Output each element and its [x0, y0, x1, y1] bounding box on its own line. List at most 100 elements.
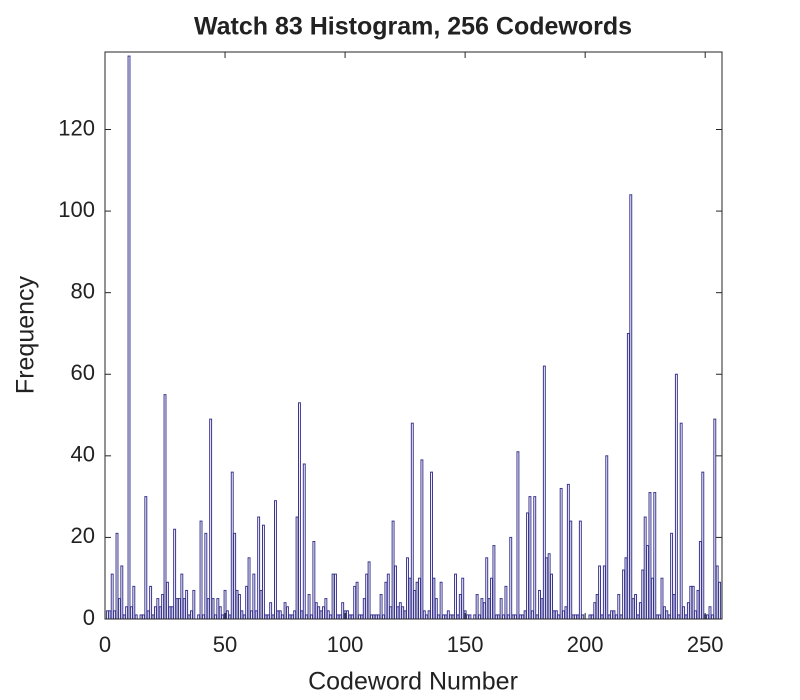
bar: [410, 422, 414, 620]
bar: [504, 585, 508, 620]
bar: [115, 532, 119, 620]
bar: [672, 594, 676, 620]
bar: [391, 520, 395, 620]
x-tick-label: 0: [99, 632, 111, 657]
x-tick-label: 100: [327, 632, 364, 657]
bar: [305, 614, 309, 620]
bar: [197, 614, 201, 620]
bar: [578, 520, 582, 620]
bar: [665, 610, 669, 620]
bar: [528, 496, 532, 620]
bar: [151, 614, 155, 620]
bar: [655, 614, 659, 620]
bar: [502, 614, 505, 620]
bar: [336, 614, 340, 620]
bar: [506, 614, 510, 620]
bar: [581, 614, 585, 620]
bar: [358, 614, 361, 620]
bar: [418, 577, 421, 620]
bar: [691, 585, 695, 620]
bar: [213, 614, 217, 620]
y-tick-label: 20: [71, 523, 95, 548]
bar: [643, 516, 647, 620]
bar: [312, 540, 316, 620]
bar: [134, 614, 138, 620]
bar: [245, 585, 249, 620]
bar: [576, 614, 580, 620]
bar: [314, 602, 318, 620]
bar: [271, 614, 275, 620]
bar: [382, 614, 385, 620]
bar: [257, 516, 261, 620]
bar: [547, 553, 551, 620]
bar: [449, 614, 453, 620]
bar: [684, 614, 688, 620]
bar: [242, 614, 246, 620]
bar: [379, 594, 383, 620]
bar: [631, 598, 635, 620]
x-axis-label: Codeword Number: [308, 668, 518, 696]
bar: [117, 598, 121, 620]
bar: [295, 516, 299, 620]
bar: [538, 589, 542, 620]
bar: [170, 606, 174, 620]
bar: [290, 614, 294, 620]
bar: [367, 561, 371, 620]
bar: [425, 614, 429, 620]
bar: [189, 610, 193, 620]
bar: [233, 532, 237, 620]
bar: [698, 540, 702, 620]
bar: [559, 487, 563, 620]
bar: [509, 536, 513, 620]
bar: [415, 581, 419, 620]
bar: [662, 606, 666, 620]
bar: [629, 194, 633, 620]
bar: [129, 606, 133, 620]
bar: [173, 528, 177, 620]
x-tick-label: 200: [567, 632, 604, 657]
bar: [266, 614, 270, 620]
bar: [598, 565, 602, 620]
bar: [225, 610, 229, 620]
bar: [141, 614, 145, 620]
bar: [110, 573, 114, 620]
bar: [514, 614, 517, 620]
bar: [396, 606, 400, 620]
bar: [516, 451, 520, 620]
bar: [593, 602, 597, 620]
bar: [302, 463, 306, 620]
bar: [192, 589, 196, 620]
bar: [278, 610, 282, 620]
bar: [696, 589, 700, 620]
bar: [307, 594, 311, 620]
bar: [185, 589, 189, 620]
bar: [105, 610, 109, 620]
bar: [182, 598, 186, 620]
bar: [175, 598, 179, 620]
bar: [187, 614, 191, 620]
bar: [434, 598, 438, 620]
bar: [566, 483, 570, 620]
bar: [677, 614, 681, 620]
bar: [461, 577, 465, 620]
bar: [211, 598, 215, 620]
bar: [377, 614, 381, 620]
bar: [122, 614, 126, 620]
bar: [230, 471, 234, 620]
bar: [718, 581, 722, 620]
bar: [163, 394, 167, 620]
bar: [384, 581, 388, 620]
bar: [374, 614, 378, 620]
bar: [355, 581, 359, 620]
bar: [300, 610, 304, 620]
bar: [646, 545, 650, 620]
bar: [535, 614, 539, 620]
bar: [480, 598, 484, 620]
bar: [249, 610, 253, 620]
bar: [216, 598, 220, 620]
bar: [715, 565, 719, 620]
bar: [158, 606, 162, 620]
bar: [408, 577, 412, 620]
bar: [168, 606, 172, 620]
